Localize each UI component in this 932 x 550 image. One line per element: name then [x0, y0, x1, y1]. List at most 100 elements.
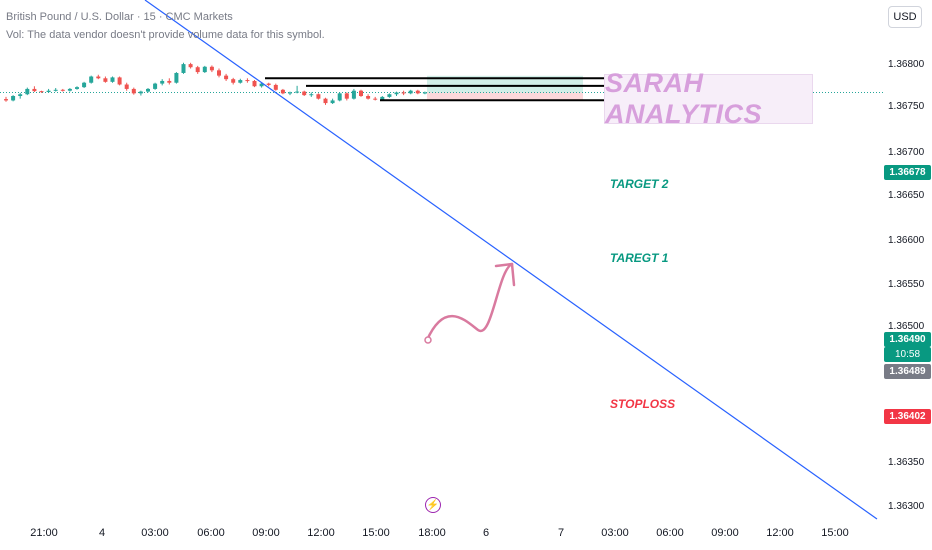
candle-body: [167, 80, 172, 83]
candle-body: [295, 91, 300, 93]
candle-body: [18, 94, 23, 97]
projection-arrowhead: [494, 262, 516, 287]
candle-body: [110, 77, 115, 82]
target-price-badge: 1.36678: [884, 165, 931, 180]
candle-body: [302, 91, 307, 96]
x-tick: 15:00: [362, 527, 390, 539]
candle-body: [209, 66, 214, 71]
bid-price-badge: 1.36489: [884, 364, 931, 379]
profit-zone[interactable]: [427, 75, 583, 93]
candle-body: [359, 90, 363, 97]
candle-body: [146, 88, 150, 92]
countdown-badge: 10:58: [884, 347, 931, 362]
x-tick: 09:00: [252, 527, 280, 539]
stop-price-badge: 1.36402: [884, 409, 931, 424]
candle-body: [117, 77, 122, 85]
candle-body: [422, 92, 427, 94]
candle-body: [309, 94, 314, 96]
target2-label: TARGET 2: [610, 177, 669, 191]
candle-body: [11, 96, 16, 101]
candle-body: [330, 100, 335, 104]
candle-body: [124, 84, 129, 89]
y-tick: 1.36300: [888, 501, 925, 512]
y-tick: 1.36500: [888, 321, 925, 332]
candle-body: [89, 76, 94, 83]
x-tick: 12:00: [766, 527, 794, 539]
candle-body: [245, 80, 250, 82]
candle-body: [75, 87, 79, 89]
y-tick: 1.36750: [888, 101, 925, 112]
y-tick: 1.36600: [888, 235, 925, 246]
candle-body: [387, 94, 392, 97]
x-tick: 18:00: [418, 527, 446, 539]
watermark: SARAH ANALYTICS: [604, 68, 813, 129]
candle-body: [103, 78, 108, 82]
x-tick: 06:00: [656, 527, 684, 539]
events-icon[interactable]: ⚡: [425, 497, 441, 513]
candle-body: [160, 80, 165, 84]
candle-body: [380, 96, 385, 100]
x-tick: 06:00: [197, 527, 225, 539]
candle-body: [259, 83, 264, 87]
projection-path[interactable]: [425, 262, 514, 342]
candle-body: [53, 89, 58, 91]
x-tick: 09:00: [711, 527, 739, 539]
target1-label: TAREGT 1: [610, 251, 669, 265]
stoploss-label: STOPLOSS: [610, 397, 676, 411]
x-tick: 03:00: [601, 527, 629, 539]
y-tick: 1.36550: [888, 279, 925, 290]
candle-body: [401, 92, 406, 94]
candles: [4, 62, 427, 105]
candle-body: [153, 83, 158, 89]
candle-body: [231, 79, 236, 83]
x-tick: 21:00: [30, 527, 58, 539]
candle-body: [4, 99, 8, 101]
y-tick: 1.36700: [888, 147, 925, 158]
candle-body: [224, 75, 229, 80]
candle-body: [288, 92, 292, 94]
candle-body: [138, 91, 143, 94]
current-price-badge: 1.36490: [884, 332, 931, 347]
candle-body: [408, 90, 413, 94]
candle-body: [323, 98, 328, 104]
candle-body: [82, 82, 87, 88]
candle-body: [67, 88, 72, 91]
overlay[interactable]: [144, 0, 878, 520]
candle-body: [188, 64, 193, 68]
candle-body: [181, 64, 186, 73]
candle-body: [25, 88, 30, 95]
y-tick: 1.36800: [888, 59, 925, 70]
candle-body: [266, 83, 271, 85]
long-position-zones[interactable]: [0, 75, 884, 101]
candle-body: [39, 91, 44, 93]
candle-body: [394, 92, 399, 95]
x-tick: 6: [482, 527, 490, 539]
candle-body: [174, 72, 179, 83]
currency-button[interactable]: USD: [888, 6, 922, 28]
candle-body: [280, 89, 285, 94]
candle-body: [217, 70, 221, 76]
projection-start-marker: [424, 336, 432, 344]
candle-body: [96, 76, 101, 79]
y-tick: 1.36350: [888, 457, 925, 468]
x-tick: 03:00: [141, 527, 169, 539]
candle-body: [131, 88, 136, 94]
candle-body: [238, 80, 243, 83]
y-tick: 1.36650: [888, 190, 925, 201]
loss-zone[interactable]: [427, 92, 583, 101]
x-tick: 15:00: [821, 527, 849, 539]
x-tick: 7: [557, 527, 565, 539]
candle-body: [337, 93, 342, 101]
candle-body: [351, 90, 356, 99]
x-tick: 4: [98, 527, 106, 539]
x-tick: 12:00: [307, 527, 335, 539]
candle-body: [195, 67, 200, 73]
candle-body: [46, 90, 51, 93]
candle-body: [316, 94, 321, 99]
candle-body: [202, 66, 207, 73]
trendline[interactable]: [144, 0, 878, 520]
candle-body: [373, 98, 378, 100]
symbol-title[interactable]: British Pound / U.S. Dollar · 15 · CMC M…: [6, 11, 233, 23]
candle-body: [252, 80, 257, 87]
